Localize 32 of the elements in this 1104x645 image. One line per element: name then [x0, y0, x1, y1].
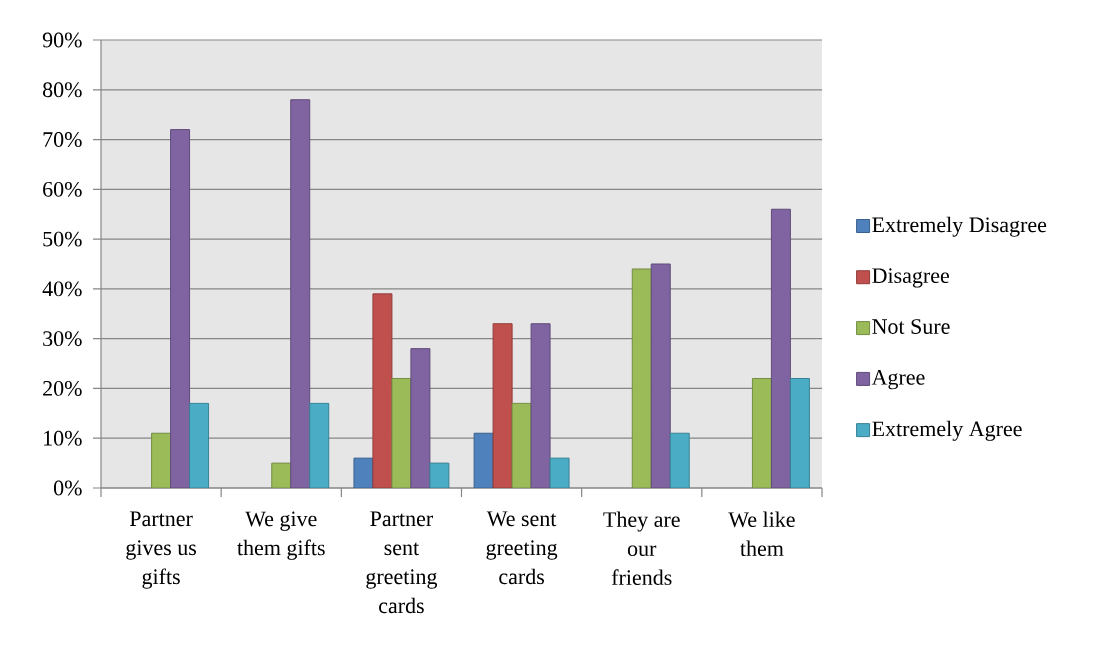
y-tick-label: 60% — [43, 181, 82, 197]
bar — [669, 432, 690, 488]
bar — [290, 99, 311, 488]
bar — [170, 129, 191, 488]
y-tick-label: 20% — [43, 380, 82, 396]
y-tick-label: 40% — [42, 281, 82, 297]
bar — [650, 263, 671, 488]
bar — [189, 402, 210, 488]
y-tick-label: 30% — [43, 331, 82, 347]
legend-label: Extremely Agree — [872, 420, 1022, 441]
y-tick-label: 0% — [53, 480, 82, 496]
x-tick-label: We give them gifts — [237, 511, 325, 560]
x-tick-label: They are our friends — [603, 511, 680, 586]
legend-label: Not Sure — [872, 319, 950, 334]
legend-label: Disagree — [872, 268, 950, 288]
bar — [770, 208, 791, 488]
y-tick-label: 70% — [43, 132, 82, 148]
x-tick-label: We like them — [728, 511, 795, 557]
bar — [151, 432, 172, 488]
legend-label: Extremely Disagree — [872, 216, 1047, 237]
bar — [751, 377, 772, 488]
legend-label: Agree — [871, 370, 925, 390]
y-tick-label: 80% — [42, 82, 82, 98]
bar — [309, 402, 330, 488]
x-tick-label: Partner sent greeting cards — [366, 511, 438, 614]
x-tick-label: Partner gives us gifts — [126, 511, 197, 589]
y-tick-label: 50% — [43, 231, 82, 247]
y-tick-label: 10% — [44, 430, 82, 446]
y-tick-label: 90% — [42, 32, 82, 48]
bar — [789, 377, 810, 488]
bar — [631, 268, 652, 488]
x-tick-label: We sent greeting cards — [486, 511, 558, 585]
